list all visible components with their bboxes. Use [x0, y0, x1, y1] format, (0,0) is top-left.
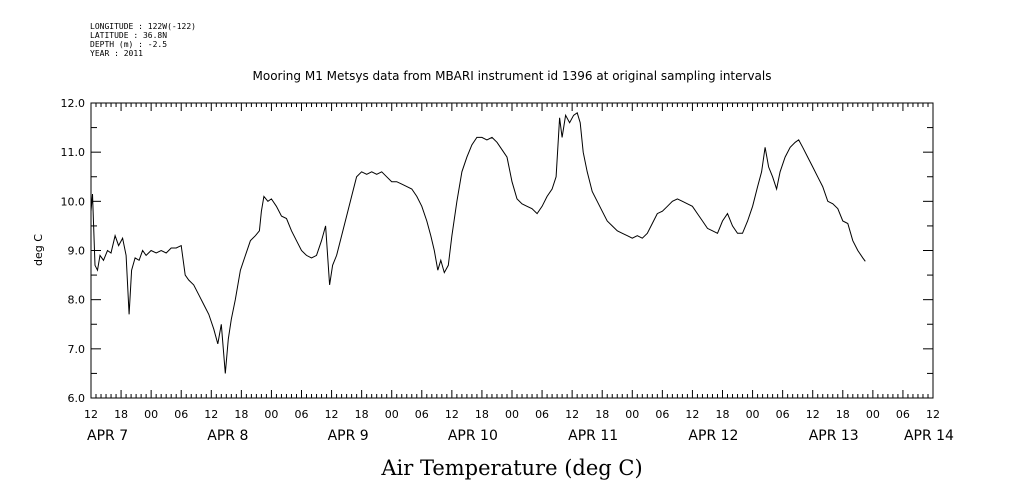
- x-tick-label: 18: [836, 408, 850, 421]
- x-date-label: APR 9: [328, 428, 369, 444]
- x-tick-label: 06: [174, 408, 188, 421]
- x-date-label: APR 8: [207, 428, 248, 444]
- y-axis: 6.0 7.0 8.0 9.0 10.0 11.0 12.0: [61, 97, 933, 405]
- chart-title: Mooring M1 Metsys data from MBARI instru…: [253, 69, 772, 83]
- x-tick-label: 12: [445, 408, 459, 421]
- x-tick-label: 06: [415, 408, 429, 421]
- plot-frame: [90, 102, 934, 399]
- y-tick-label: 11.0: [61, 146, 86, 159]
- x-date-label: APR 13: [809, 428, 859, 444]
- x-tick-label: 00: [866, 408, 880, 421]
- x-axis: 12 18 00 06 12 18 00 06 12 18 00 06 12 18 00 06 12 18 00 06…: [84, 103, 954, 444]
- x-date-label: APR 10: [448, 428, 498, 444]
- y-tick-label: 10.0: [61, 195, 86, 208]
- x-axis-title: Air Temperature (deg C): [380, 456, 642, 480]
- x-tick-label: 00: [144, 408, 158, 421]
- x-tick-label: 06: [776, 408, 790, 421]
- x-date-label: APR 11: [568, 428, 618, 444]
- x-tick-label: 18: [475, 408, 489, 421]
- x-tick-label: 00: [625, 408, 639, 421]
- x-tick-label: 06: [896, 408, 910, 421]
- y-axis-label: deg C: [32, 234, 45, 266]
- y-tick-label: 9.0: [68, 245, 86, 258]
- x-tick-label: 12: [685, 408, 699, 421]
- x-tick-label: 12: [926, 408, 940, 421]
- x-tick-label: 06: [295, 408, 309, 421]
- x-tick-label: 12: [325, 408, 339, 421]
- x-date-label: APR 12: [688, 428, 738, 444]
- x-tick-label: 00: [505, 408, 519, 421]
- x-tick-label: 06: [535, 408, 549, 421]
- x-tick-label: 12: [565, 408, 579, 421]
- x-tick-label: 18: [595, 408, 609, 421]
- x-tick-label: 00: [746, 408, 760, 421]
- x-date-label: APR 14: [904, 428, 954, 444]
- x-tick-label: 12: [806, 408, 820, 421]
- x-tick-label: 18: [716, 408, 730, 421]
- y-tick-label: 6.0: [68, 392, 86, 405]
- metadata-depth: DEPTH (m) : -2.5: [90, 40, 168, 49]
- x-tick-label: 06: [655, 408, 669, 421]
- y-tick-label: 8.0: [68, 294, 86, 307]
- x-tick-label: 12: [204, 408, 218, 421]
- metadata-longitude: LONGITUDE : 122W(-122): [90, 22, 196, 31]
- series-line: [90, 111, 866, 374]
- metadata-year: YEAR : 2011: [90, 49, 143, 58]
- x-tick-label: 18: [234, 408, 248, 421]
- x-tick-label: 00: [385, 408, 399, 421]
- x-tick-label: 00: [264, 408, 278, 421]
- x-tick-label: 18: [114, 408, 128, 421]
- x-tick-label: 18: [355, 408, 369, 421]
- y-tick-label: 7.0: [68, 343, 86, 356]
- metadata-latitude: LATITUDE : 36.8N: [90, 31, 168, 40]
- y-tick-label: 12.0: [61, 97, 86, 110]
- x-tick-label: 12: [84, 408, 98, 421]
- x-date-label: APR 7: [87, 428, 128, 444]
